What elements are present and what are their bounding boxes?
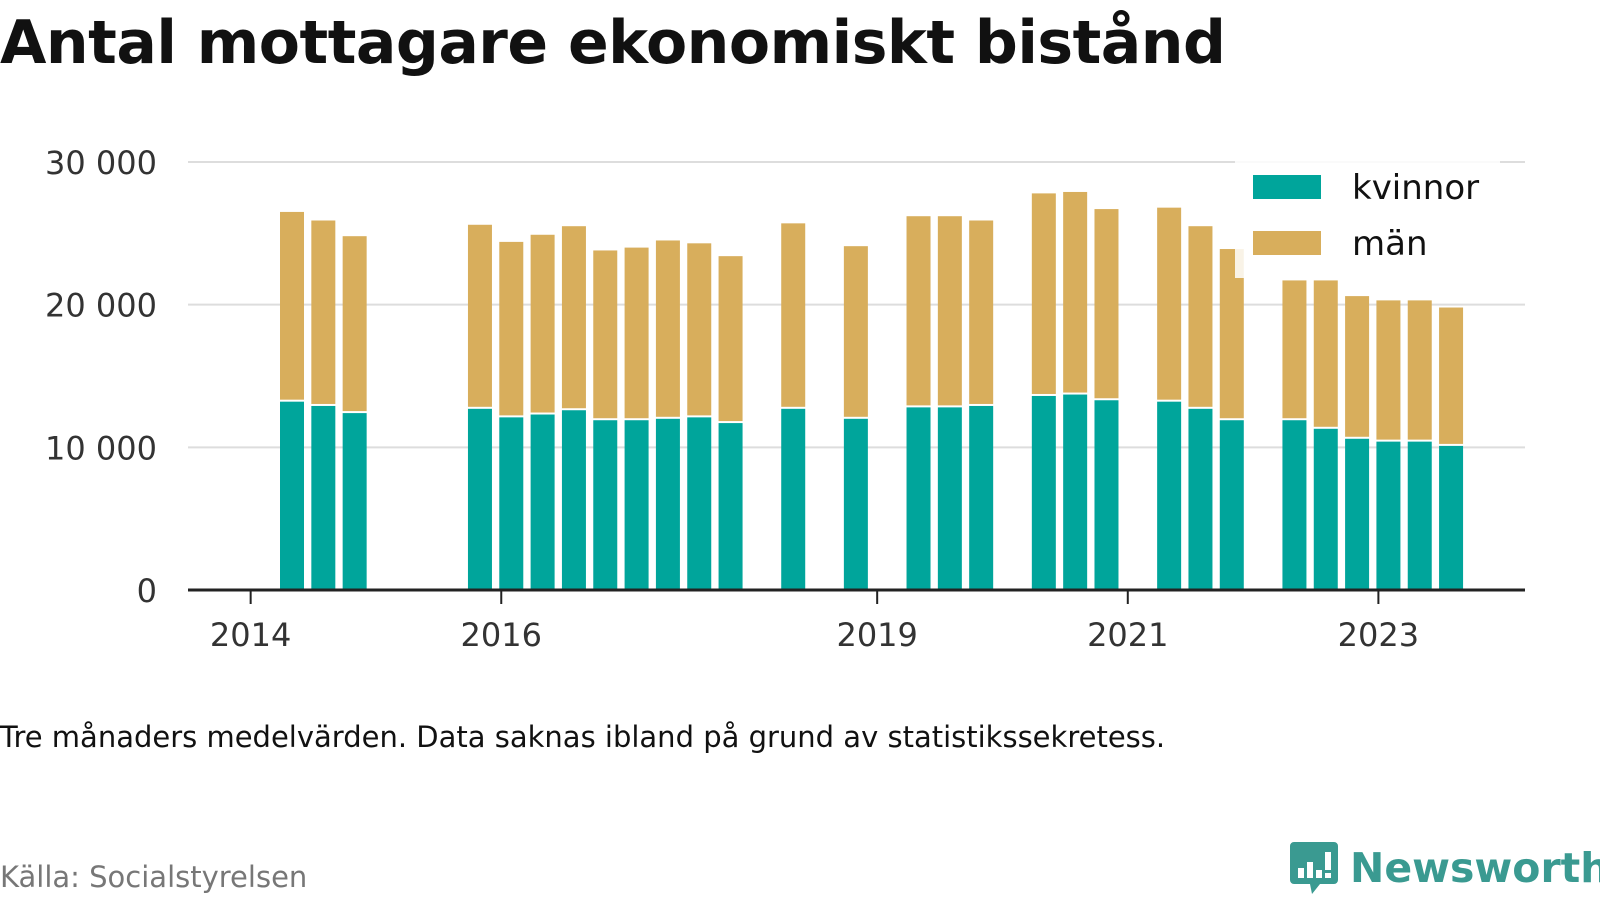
legend-label: kvinnor (1352, 168, 1479, 208)
bar-kvinnor (1345, 438, 1370, 590)
bar-man (1031, 193, 1056, 394)
bar-kvinnor (467, 408, 492, 590)
bar-man (655, 240, 680, 417)
bars (280, 191, 1464, 590)
x-tick-label: 2023 (1338, 616, 1419, 654)
bar-man (906, 216, 931, 406)
bar-kvinnor (593, 420, 618, 590)
bar-kvinnor (499, 417, 524, 590)
bar-kvinnor (1313, 428, 1338, 590)
bar-man (342, 236, 367, 412)
bar-man (969, 220, 994, 404)
bar-kvinnor (1157, 401, 1182, 590)
y-tick-label: 10 000 (45, 429, 157, 467)
brand-name: Newsworthy (1350, 844, 1600, 892)
chart-title: Antal mottagare ekonomiskt bistånd (0, 8, 1226, 78)
bar-kvinnor (1376, 441, 1401, 590)
bar-man (1094, 209, 1119, 399)
bar-man (1282, 280, 1307, 419)
bar-kvinnor (624, 420, 649, 590)
bar-man (1345, 296, 1370, 437)
newsworthy-chart-bubble-icon (1290, 842, 1338, 894)
bar-kvinnor (1219, 420, 1244, 590)
y-tick-label: 0 (137, 572, 157, 610)
bar-man (530, 234, 555, 413)
bar-kvinnor (969, 405, 994, 590)
bar-kvinnor (937, 407, 962, 590)
bar-man (593, 250, 618, 419)
bar-man (781, 223, 806, 407)
bar-kvinnor (687, 417, 712, 590)
bar-man (1376, 300, 1401, 440)
bar-man (1407, 300, 1432, 440)
bar-kvinnor (1188, 408, 1213, 590)
y-tick-label: 20 000 (45, 287, 157, 325)
source-credit: Källa: Socialstyrelsen (0, 860, 308, 894)
y-axis-labels: 0 10 000 20 000 30 000 (45, 144, 157, 610)
legend-label: män (1352, 224, 1428, 264)
bar-kvinnor (561, 410, 586, 590)
bar-kvinnor (311, 405, 336, 590)
bar-kvinnor (1439, 445, 1464, 590)
bar-man (624, 247, 649, 419)
bar-kvinnor (718, 423, 743, 590)
legend: kvinnor män (1235, 160, 1500, 278)
x-tick-label: 2021 (1087, 616, 1168, 654)
bar-kvinnor (1063, 394, 1088, 590)
bar-man (843, 246, 868, 417)
bar-kvinnor (1407, 441, 1432, 590)
bar-man (561, 226, 586, 409)
bar-kvinnor (1282, 420, 1307, 590)
bar-man (499, 241, 524, 416)
legend-swatch (1253, 231, 1321, 255)
x-tick-label: 2014 (210, 616, 291, 654)
bar-kvinnor (781, 408, 806, 590)
bar-kvinnor (280, 401, 305, 590)
stacked-bar-chart: 0 10 000 20 000 30 000 2014 2016 2019 2021 2023… (45, 144, 1525, 654)
bar-kvinnor (530, 414, 555, 590)
bar-man (1157, 207, 1182, 400)
bar-man (467, 224, 492, 407)
x-axis: 2014 2016 2019 2021 2023 (188, 588, 1525, 654)
bar-man (1063, 191, 1088, 393)
bar-man (1439, 307, 1464, 444)
bar-kvinnor (1094, 400, 1119, 590)
bar-man (280, 211, 305, 400)
bar-man (937, 216, 962, 406)
bar-kvinnor (1031, 395, 1056, 590)
x-tick-label: 2016 (461, 616, 542, 654)
bar-man (1313, 280, 1338, 427)
y-tick-label: 30 000 (45, 144, 157, 182)
newsworthy-logo: Newsworthy (1290, 842, 1600, 894)
bar-man (311, 220, 336, 404)
bar-kvinnor (655, 418, 680, 590)
bar-man (718, 256, 743, 422)
bar-kvinnor (843, 418, 868, 590)
bar-kvinnor (906, 407, 931, 590)
bar-man (1188, 226, 1213, 407)
bar-man (687, 243, 712, 416)
legend-swatch (1253, 175, 1321, 199)
bar-kvinnor (342, 413, 367, 590)
x-tick-label: 2019 (836, 616, 917, 654)
chart-note: Tre månaders medelvärden. Data saknas ib… (0, 720, 1166, 754)
